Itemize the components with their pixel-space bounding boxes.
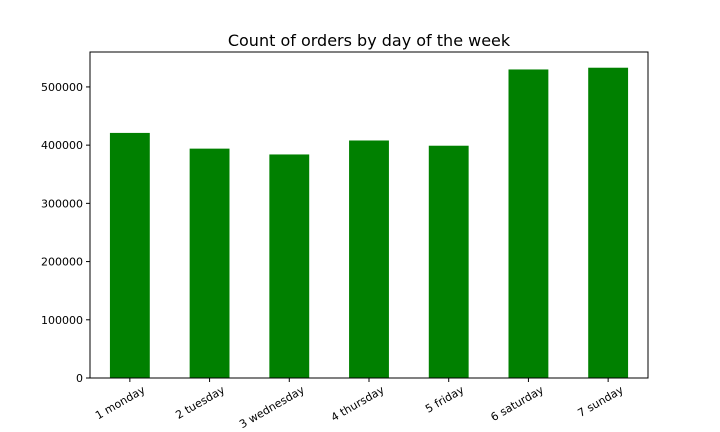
- bar-4: [349, 140, 389, 378]
- x-tick-label: 3 wednesday: [237, 383, 307, 431]
- x-tick-label: 1 monday: [93, 383, 148, 422]
- y-tick-label: 0: [76, 372, 83, 385]
- bar-5: [428, 145, 469, 378]
- chart-title: Count of orders by day of the week: [228, 31, 511, 50]
- x-tick-label: 2 tuesday: [173, 383, 227, 422]
- bar-6: [508, 69, 549, 378]
- x-tick-label: 5 friday: [423, 383, 466, 416]
- y-tick-label: 100000: [41, 314, 83, 327]
- bars-group: [109, 67, 629, 378]
- plot-frame: [89, 51, 649, 379]
- bar-1: [109, 132, 150, 378]
- y-tick-label: 400000: [41, 139, 83, 152]
- x-tick-label: 7 sunday: [575, 383, 626, 420]
- y-tick-label: 500000: [41, 81, 83, 94]
- bar-2: [189, 148, 230, 378]
- x-tick-label: 4 thursday: [329, 383, 387, 424]
- y-tick-label: 300000: [41, 197, 83, 210]
- y-tick-label: 200000: [41, 256, 83, 269]
- bar-7: [588, 67, 629, 378]
- x-tick-label: 6 saturday: [488, 383, 546, 424]
- bar-3: [269, 154, 310, 378]
- y-axis: 0 100000 200000 300000 400000 500000: [41, 81, 90, 385]
- x-axis: 1 monday 2 tuesday 3 wednesday 4 thursday 5 …: [93, 378, 626, 431]
